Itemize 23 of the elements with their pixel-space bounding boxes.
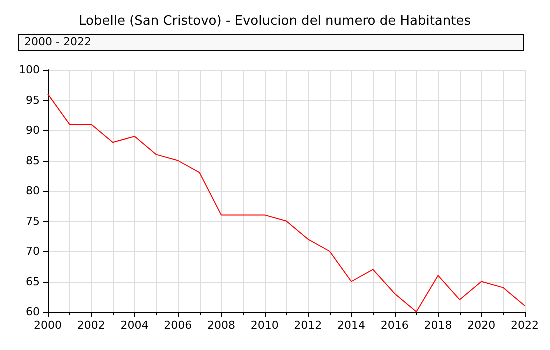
- x-tick-label: 2018: [424, 319, 452, 332]
- x-tick-label: 2010: [250, 319, 279, 332]
- x-tick-label: 2014: [338, 319, 366, 332]
- y-tick-label: 75: [26, 214, 40, 228]
- y-tick-label: 85: [26, 154, 40, 168]
- x-tick-label: 2022: [511, 319, 540, 332]
- chart-title: Lobelle (San Cristovo) - Evolucion del numero de Habitantes: [79, 14, 472, 29]
- y-tick-label: 60: [26, 306, 40, 318]
- x-tick-label: 2002: [77, 319, 106, 332]
- y-tick-label: 80: [26, 184, 40, 198]
- y-tick-label: 90: [26, 124, 40, 137]
- x-tick-label: 2004: [120, 319, 149, 332]
- y-tick-label: 95: [26, 94, 40, 107]
- x-tick-label: 2000: [34, 319, 62, 332]
- x-tick-label: 2020: [468, 319, 496, 332]
- y-tick-label: 70: [26, 245, 40, 258]
- x-tick-label: 2012: [294, 319, 322, 332]
- x-tick-label: 2006: [164, 319, 192, 332]
- x-tick-label: 2008: [207, 319, 236, 332]
- y-tick-label: 100: [19, 64, 40, 76]
- x-tick-label: 2016: [380, 319, 409, 332]
- text: 2000 - 2022: [24, 36, 92, 48]
- y-tick-label: 65: [26, 275, 40, 288]
